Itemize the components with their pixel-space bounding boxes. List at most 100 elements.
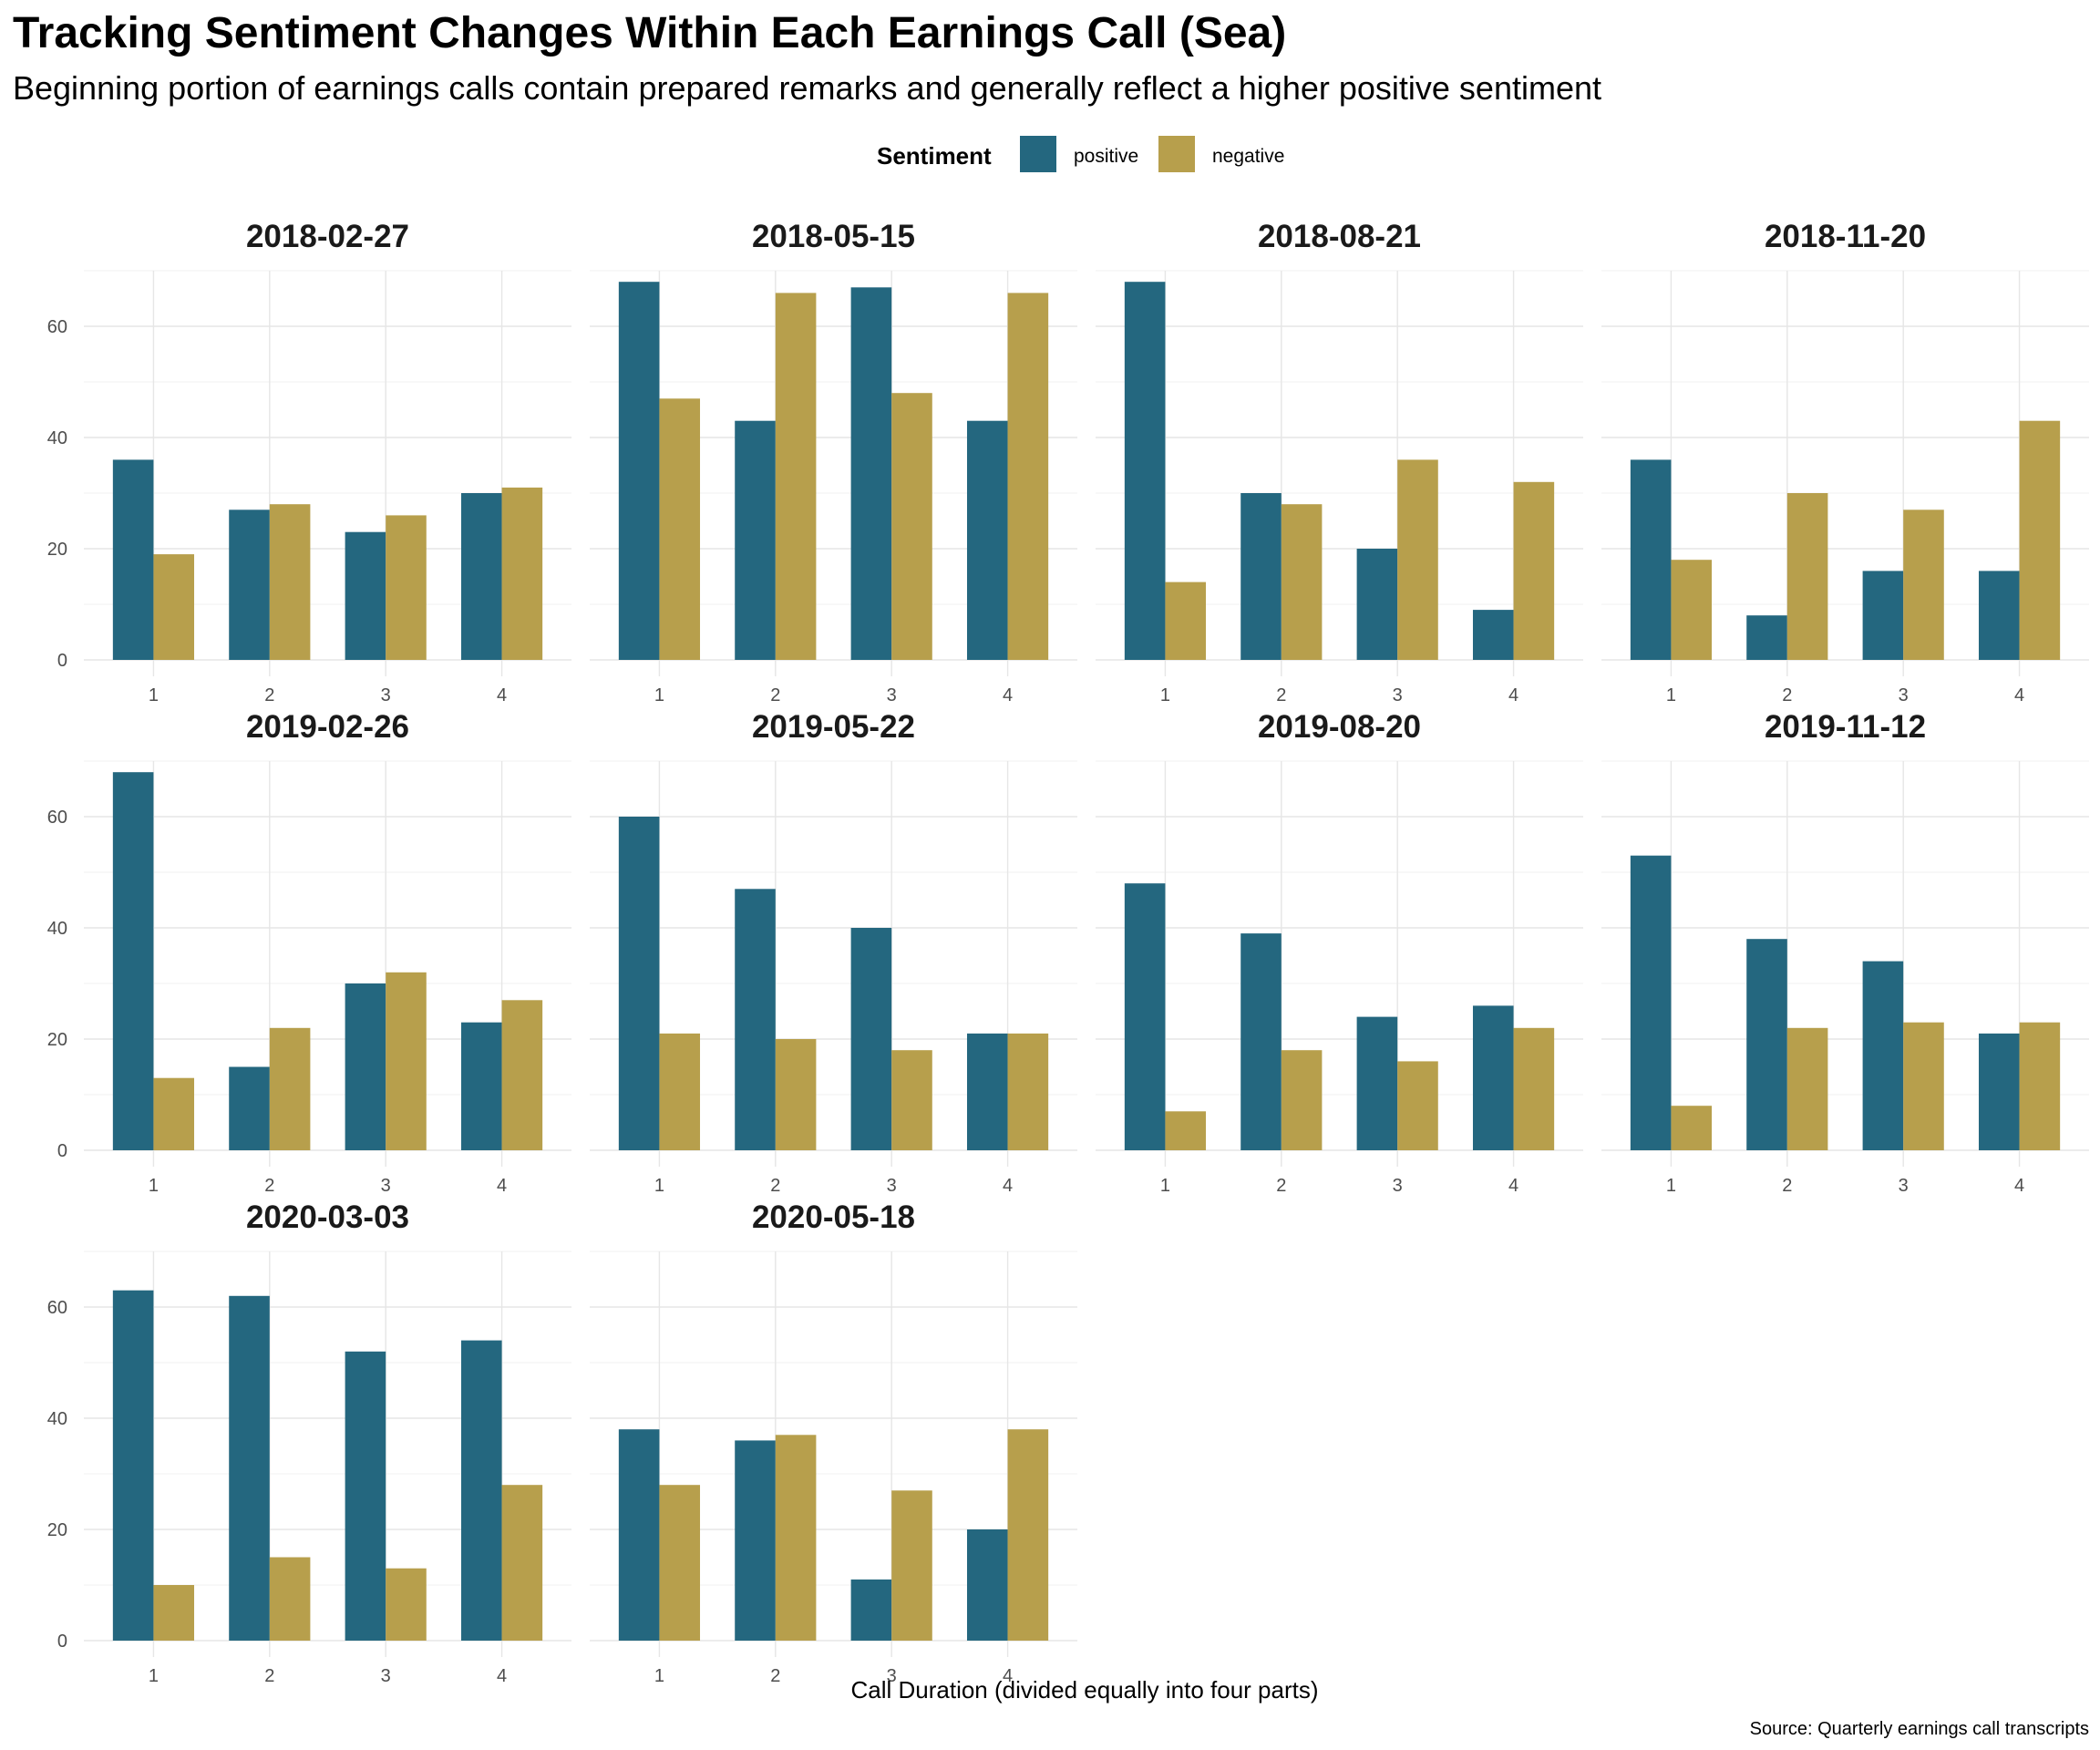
bar-positive-2018-02-27-2 [229,510,270,660]
bar-negative-2020-05-18-3 [891,1490,932,1641]
bar-negative-2018-02-27-1 [153,554,195,660]
x-tick-label: 1 [1666,685,1676,705]
x-tick-label: 1 [149,1176,159,1196]
bar-negative-2019-05-22-2 [775,1039,817,1150]
bar-positive-2019-02-26-1 [112,772,154,1150]
bar-negative-2020-03-03-1 [153,1585,195,1641]
facet-panel-2019-11-12: 1 2 3 4 2019-11-12 [1601,709,2089,1196]
bar-negative-2019-08-20-4 [1513,1027,1555,1150]
x-tick-label: 1 [1666,1176,1676,1196]
bar-positive-2018-05-15-3 [850,287,892,660]
legend-title: Sentiment [877,142,992,170]
bar-positive-2020-05-18-1 [618,1429,660,1641]
bar-positive-2019-05-22-2 [735,889,776,1150]
x-tick-label: 1 [149,1666,159,1686]
x-tick-label: 4 [497,1176,507,1196]
bar-negative-2018-11-20-1 [1671,560,1713,660]
x-tick-label: 4 [1003,685,1013,705]
x-tick-label: 1 [654,1666,664,1686]
bar-negative-2020-03-03-2 [269,1557,311,1641]
x-tick-label: 4 [2014,1176,2024,1196]
chart-caption: Source: Quarterly earnings call transcri… [1750,1719,2089,1739]
x-tick-label: 2 [770,1176,780,1196]
x-tick-label: 4 [497,685,507,705]
y-tick-label: 0 [57,1632,67,1652]
bar-positive-2020-03-03-3 [345,1351,386,1641]
facet-title: 2018-05-15 [752,219,915,254]
x-tick-label: 3 [381,1666,391,1686]
legend-swatch-negative [1158,136,1195,172]
bar-negative-2020-05-18-2 [775,1435,817,1641]
bar-negative-2019-08-20-1 [1165,1111,1207,1150]
bar-negative-2019-11-12-2 [1786,1027,1828,1150]
facet-title: 2020-03-03 [246,1199,409,1235]
x-tick-label: 1 [1160,1176,1170,1196]
facet-title: 2019-11-12 [1765,709,1926,745]
bar-negative-2019-02-26-4 [501,1000,543,1150]
bar-positive-2019-02-26-4 [460,1022,502,1150]
bar-negative-2018-02-27-3 [386,515,427,660]
bar-negative-2018-08-21-3 [1397,459,1438,660]
bar-positive-2019-02-26-2 [229,1066,270,1150]
bar-negative-2018-02-27-4 [501,487,543,660]
x-tick-label: 4 [2014,685,2024,705]
x-tick-label: 3 [1393,1176,1403,1196]
bar-negative-2018-08-21-2 [1281,504,1323,660]
legend-label-positive: positive [1074,146,1138,167]
bar-positive-2020-05-18-3 [850,1579,892,1641]
bar-positive-2018-11-20-2 [1746,615,1787,660]
y-tick-label: 40 [47,1409,67,1429]
x-tick-label: 2 [264,1666,274,1686]
chart-title: Tracking Sentiment Changes Within Each E… [13,9,1286,57]
bar-negative-2018-05-15-3 [891,393,932,660]
bar-negative-2018-11-20-2 [1786,493,1828,660]
x-tick-label: 1 [1160,685,1170,705]
facet-panel-2019-05-22: 1 2 3 4 2019-05-22 [590,709,1077,1196]
bar-positive-2020-05-18-2 [735,1440,776,1641]
bar-negative-2018-08-21-4 [1513,481,1555,660]
bar-negative-2019-05-22-3 [891,1050,932,1150]
x-tick-label: 3 [887,1666,897,1686]
bar-negative-2019-02-26-2 [269,1027,311,1150]
x-tick-label: 2 [770,1666,780,1686]
x-tick-label: 3 [1393,685,1403,705]
bar-positive-2018-11-20-4 [1978,571,2020,660]
y-tick-label: 20 [47,1520,67,1540]
bar-negative-2020-05-18-4 [1007,1429,1049,1641]
y-tick-label: 20 [47,1030,67,1050]
bar-negative-2020-05-18-1 [659,1485,701,1641]
y-tick-label: 40 [47,428,67,448]
bar-positive-2019-05-22-3 [850,928,892,1150]
bar-positive-2018-11-20-1 [1630,459,1672,660]
facet-title: 2018-02-27 [246,219,409,254]
y-tick-label: 0 [57,651,67,671]
x-axis-title: Call Duration (divided equally into four… [850,1676,1318,1704]
y-tick-label: 60 [47,317,67,337]
facet-panel-2020-05-18: 1 2 3 4 2020-05-18 [590,1199,1077,1686]
x-tick-label: 2 [1276,685,1286,705]
x-tick-label: 3 [381,685,391,705]
bar-positive-2018-02-27-4 [460,493,502,660]
x-tick-label: 3 [887,685,897,705]
x-tick-label: 1 [149,685,159,705]
bar-positive-2018-08-21-1 [1124,282,1166,660]
y-tick-label: 20 [47,540,67,560]
bar-negative-2018-08-21-1 [1165,582,1207,660]
x-tick-label: 2 [1782,685,1792,705]
bar-negative-2019-11-12-3 [1903,1022,1944,1150]
facet-panel-2018-11-20: 1 2 3 4 2018-11-20 [1601,219,2089,705]
bar-positive-2018-05-15-4 [966,420,1008,660]
x-tick-label: 2 [770,685,780,705]
legend: Sentiment positive negative [877,136,1284,172]
bar-negative-2019-05-22-1 [659,1033,701,1150]
facet-title: 2018-11-20 [1765,219,1926,254]
x-tick-label: 2 [264,1176,274,1196]
bar-positive-2020-05-18-4 [966,1529,1008,1641]
bar-positive-2018-08-21-4 [1472,610,1514,660]
bar-negative-2019-05-22-4 [1007,1033,1049,1150]
x-tick-label: 2 [1276,1176,1286,1196]
